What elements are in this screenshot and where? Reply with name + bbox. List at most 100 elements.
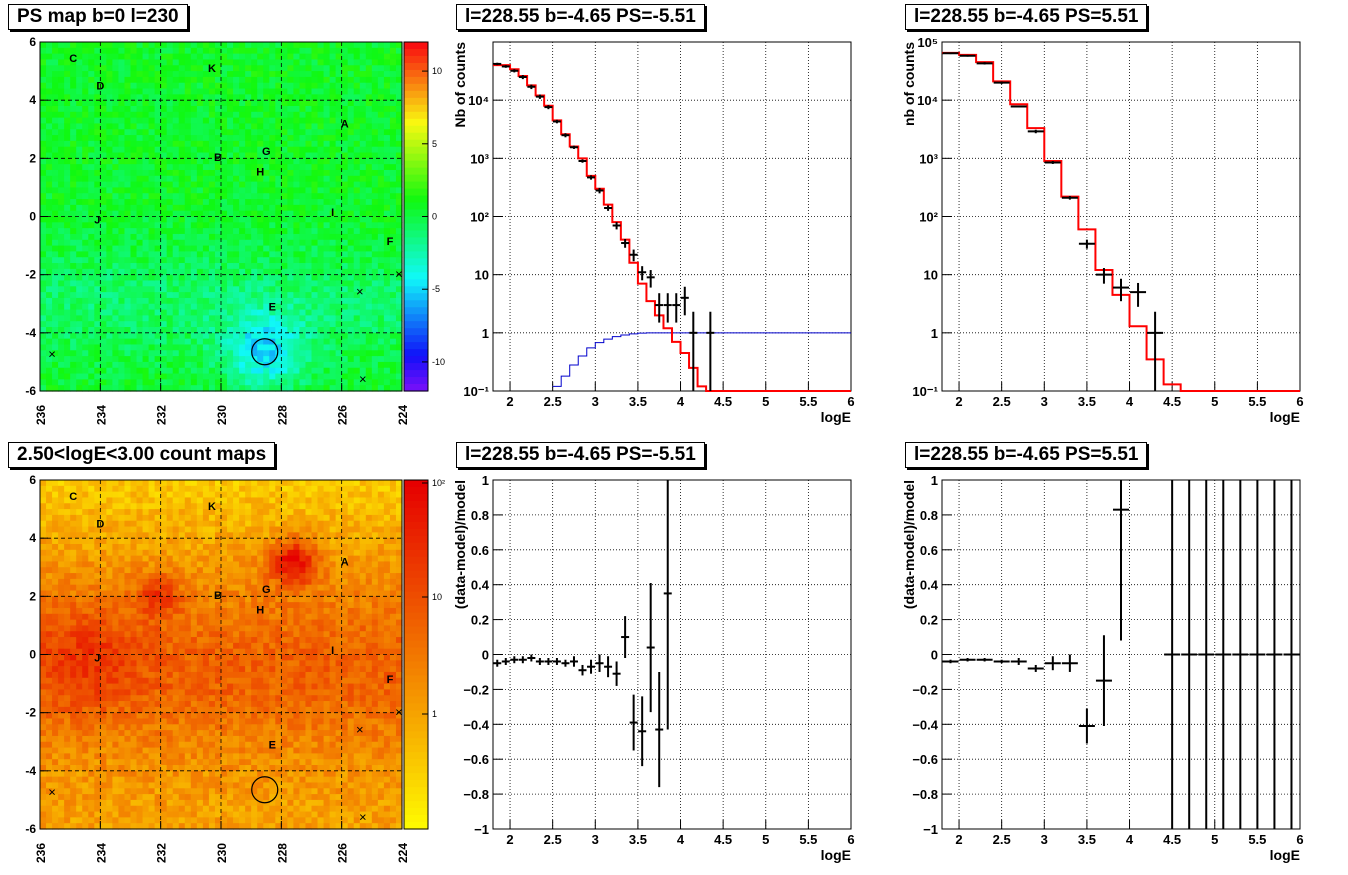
map-cell [58,718,65,725]
map-cell [359,303,367,311]
map-cell [76,724,83,731]
map-cell [208,373,216,380]
map-cell [88,42,95,49]
map-cell [76,210,83,218]
map-cell [281,88,288,95]
map-cell [136,338,144,346]
map-cell [94,327,101,334]
map-cell [160,367,168,375]
map-cell [214,158,222,165]
map-cell [58,76,65,84]
map-cell [124,584,132,592]
map-cell [383,344,391,351]
map-cell [178,111,186,119]
map-cell [239,251,246,258]
map-cell [317,309,325,316]
map-cell [124,82,132,90]
map-cell [106,245,113,252]
map-cell [269,135,276,142]
map-cell [64,164,71,171]
map-cell [166,187,174,194]
map-cell [371,187,379,194]
map-cell [52,82,59,90]
map-cell [58,53,65,61]
map-cell [166,538,174,545]
map-cell [124,222,132,229]
map-cell [299,216,307,223]
map-cell [329,292,337,299]
map-cell [46,549,53,557]
map-cell [341,42,349,49]
map-cell [40,187,47,194]
map-cell [371,82,379,90]
map-cell [82,181,89,189]
map-cell [389,187,397,194]
map-cell [160,373,168,380]
map-cell [64,199,71,206]
map-cell [359,152,367,159]
map-cell [64,204,71,212]
map-cell [160,561,168,568]
map-cell [317,327,325,334]
map-cell [88,549,95,557]
map-cell [112,350,120,357]
map-cell [281,187,288,194]
map-cell [172,567,180,574]
map-cell [377,332,385,340]
map-cell [202,356,210,363]
map-cell [239,228,246,235]
map-cell [335,367,343,375]
map-cell [208,315,216,322]
map-cell [58,129,65,136]
map-cell [40,123,47,130]
map-cell [395,344,403,351]
map-cell [82,140,89,148]
map-cell [52,642,59,650]
map-cell [389,344,397,351]
map-cell [142,741,150,749]
map-cell [40,309,47,316]
map-cell [335,228,343,235]
map-cell [52,567,59,574]
map-cell [130,637,138,644]
map-cell [160,712,168,720]
map-cell [389,204,397,212]
map-cell [70,135,77,142]
map-cell [58,509,65,516]
map-cell [335,321,343,328]
map-cell [269,303,276,311]
map-cell [46,823,53,830]
map-cell [257,152,264,159]
map-cell [389,181,397,189]
map-cell [136,683,144,690]
map-cell [287,65,294,72]
map-cell [335,135,343,142]
map-cell [142,718,150,725]
map-cell [100,631,107,638]
map-cell [287,100,294,107]
map-cell [353,356,361,363]
map-cell [112,543,120,551]
map-cell [341,129,349,136]
map-cell [233,135,240,142]
map-cell [46,578,53,586]
map-cell [275,222,282,229]
map-cell [112,309,120,316]
map-cell [383,222,391,229]
map-cell [245,158,252,165]
map-cell [371,274,379,282]
map-cell [112,759,120,766]
map-cell [88,607,95,615]
map-cell [52,297,59,305]
map-cell [293,239,301,247]
map-cell [64,491,71,499]
map-cell [299,123,307,130]
x-tick-label: 232 [155,405,169,425]
map-cell [257,47,264,55]
map-cell [214,175,222,183]
map-cell [52,683,59,690]
map-cell [365,338,373,346]
map-cell [112,706,120,714]
map-cell [184,158,192,165]
map-cell [52,520,59,528]
